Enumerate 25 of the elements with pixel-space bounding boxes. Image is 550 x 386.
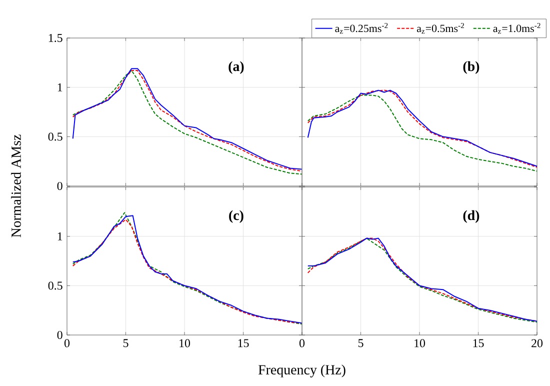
y-tick-label: 0: [57, 182, 62, 190]
x-tick-label: 10: [414, 339, 426, 348]
annotation: (c): [229, 210, 244, 223]
x-tick-label: 5: [123, 339, 128, 348]
y-tick-label: 0.5: [48, 282, 62, 290]
x-tick-label: 15: [473, 339, 484, 348]
y-tick-label: 1: [58, 83, 62, 92]
x-tick-label: 0: [64, 339, 70, 348]
annotation: (a): [228, 61, 244, 74]
annotation: (b): [463, 61, 480, 74]
legend-label: a$_{z}$=0.5ms$^{-2}$: [416, 22, 464, 34]
x-tick-label: 5: [358, 339, 364, 348]
y-axis-title: Normalized AMsz: [11, 134, 21, 238]
y-tick-label: 1.5: [48, 34, 62, 42]
y-tick-label: 0.5: [48, 132, 62, 141]
annotation: (d): [463, 210, 480, 223]
x-tick-label: 10: [180, 339, 190, 348]
legend-label: a$_{z}$=1.0ms$^{-2}$: [493, 22, 540, 34]
y-tick-label: 1: [58, 232, 62, 240]
x-tick-label: 15: [238, 339, 249, 348]
x-tick-label: 0: [299, 339, 305, 348]
x-tick-label: 20: [532, 339, 543, 348]
x-axis-title: Frequency (Hz): [258, 364, 346, 378]
legend-label: a$_{z}$=0.25ms$^{-2}$: [335, 22, 388, 34]
y-tick-label: 0: [57, 330, 62, 340]
